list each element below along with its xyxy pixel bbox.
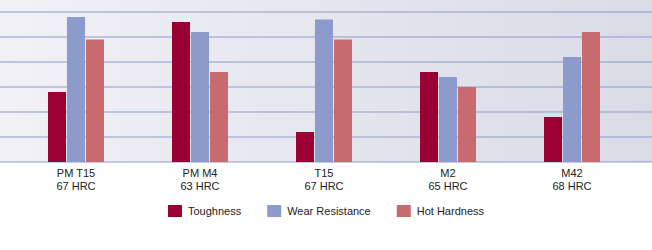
category-line: T15 — [315, 167, 334, 179]
category-line: PM M4 — [183, 167, 218, 179]
bar — [210, 72, 228, 162]
bar — [439, 77, 457, 162]
category-line: 68 HRC — [552, 180, 591, 192]
category-label: M4268 HRC — [552, 167, 591, 192]
legend-swatch — [168, 205, 182, 217]
bar — [315, 20, 333, 163]
bar — [544, 117, 562, 162]
legend-swatch — [267, 205, 281, 217]
category-label: T1567 HRC — [304, 167, 343, 192]
bar — [86, 40, 104, 163]
category-line: M42 — [561, 167, 582, 179]
category-line: 67 HRC — [304, 180, 343, 192]
category-label: PM T1567 HRC — [56, 167, 95, 192]
bars — [48, 17, 600, 162]
legend-label: Toughness — [188, 205, 242, 217]
category-line: 63 HRC — [180, 180, 219, 192]
legend: Toughness Wear Resistance Hot Hardness — [168, 205, 485, 217]
category-line: 67 HRC — [56, 180, 95, 192]
category-label: PM M463 HRC — [180, 167, 219, 192]
chart: PM T1567 HRCPM M463 HRCT1567 HRCM265 HRC… — [0, 0, 652, 250]
bar — [582, 32, 600, 162]
bar — [191, 32, 209, 162]
legend-swatch — [397, 205, 411, 217]
legend-label: Wear Resistance — [287, 205, 371, 217]
bar — [563, 57, 581, 162]
category-line: 65 HRC — [428, 180, 467, 192]
plot-background — [0, 0, 652, 162]
category-label: M265 HRC — [428, 167, 467, 192]
category-line: M2 — [440, 167, 455, 179]
bar — [458, 87, 476, 162]
bar — [296, 132, 314, 162]
bar — [48, 92, 66, 162]
bar — [172, 22, 190, 162]
bar — [67, 17, 85, 162]
category-line: PM T15 — [57, 167, 95, 179]
bar — [420, 72, 438, 162]
bar — [334, 40, 352, 163]
legend-label: Hot Hardness — [417, 205, 485, 217]
grid-line — [0, 12, 652, 13]
